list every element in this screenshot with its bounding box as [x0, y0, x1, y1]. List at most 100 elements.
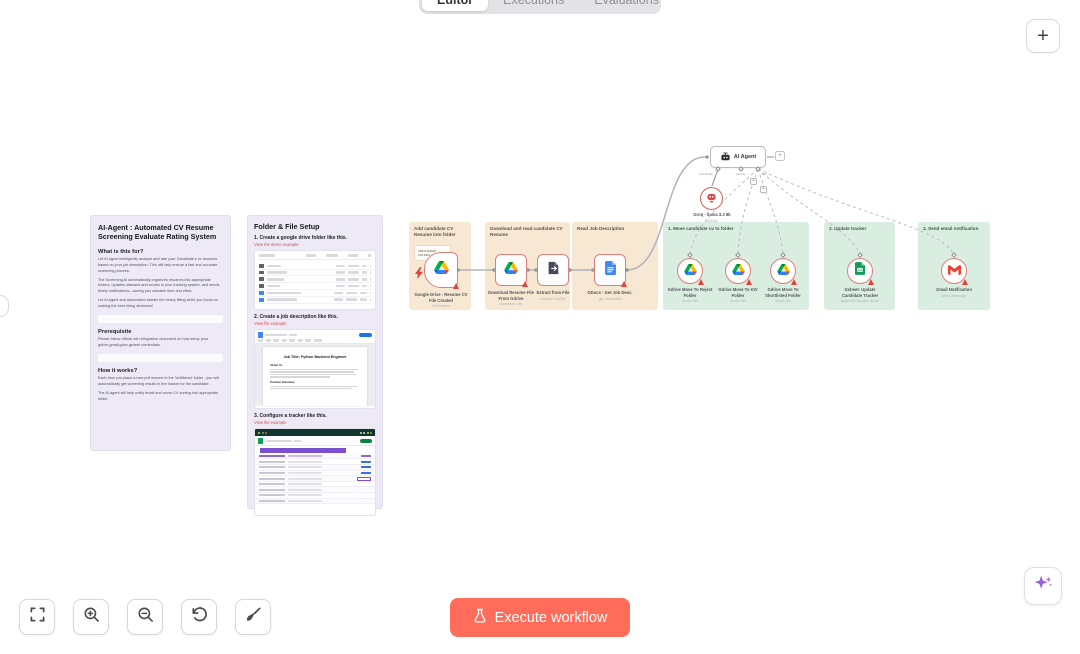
doc-section-heading: About Us	[270, 363, 283, 368]
node-label: Gdrive Move To Reject Folder move: file	[667, 287, 713, 304]
node-gsheet-update-tracker[interactable]	[847, 258, 874, 285]
note-heading: Prerequisite	[98, 328, 132, 335]
note-paragraph: The AI agent will help notify email and …	[98, 390, 219, 401]
warning-triangle-icon	[962, 279, 968, 285]
drive-row	[259, 270, 371, 277]
note-link-pill[interactable]	[98, 314, 223, 323]
folder-icon	[259, 277, 264, 282]
panel-toggle-handle[interactable]	[0, 295, 9, 317]
port-label: Tool	[761, 173, 767, 176]
node-gmail-notification[interactable]	[941, 258, 968, 285]
file-icon	[259, 297, 264, 302]
sticky-note-setup[interactable]: Folder & File Setup 1. Create a google d…	[247, 215, 383, 517]
ai-assistant-button[interactable]	[1024, 567, 1062, 605]
group-title: Read Job Description	[577, 226, 625, 231]
setup-step-3-link[interactable]: View file example	[254, 420, 287, 426]
broom-icon	[245, 606, 262, 628]
node-gdrive-move-shortlisted[interactable]	[770, 258, 797, 285]
share-button-pill	[359, 332, 372, 338]
groq-icon	[706, 190, 717, 208]
flask-icon	[473, 608, 487, 627]
execute-workflow-button[interactable]: Execute workflow	[450, 598, 630, 637]
node-gdrive-move-kiv[interactable]	[725, 258, 752, 285]
sheet-row	[255, 465, 375, 471]
tab-evaluations[interactable]: Evaluations	[594, 0, 659, 7]
group-title: 1. Move candidate cv to folder	[668, 226, 734, 231]
sticky-note-overview[interactable]: AI-Agent : Automated CV Resume Screening…	[90, 215, 231, 451]
note-link-pill[interactable]	[98, 353, 223, 362]
sheets-toolbar	[255, 436, 375, 447]
google-drive-icon	[433, 261, 449, 279]
add-tool-button[interactable]: +	[760, 186, 767, 193]
zoom-in-button[interactable]	[73, 599, 109, 635]
node-label: Download Resume File From Gdrive download…	[488, 290, 534, 307]
execute-workflow-label: Execute workflow	[494, 609, 608, 626]
sheets-browser-bar	[255, 429, 375, 437]
zoom-out-button[interactable]	[127, 599, 163, 635]
docs-page: Job Title: Python Backend Engineer About…	[263, 347, 367, 407]
sheet-row	[255, 498, 375, 505]
sheet-row	[255, 453, 375, 460]
gdocs-icon	[258, 331, 263, 339]
google-docs-icon	[604, 260, 616, 280]
node-gdrive-move-reject[interactable]	[677, 258, 704, 285]
note-title: AI-Agent : Automated CV Resume Screening…	[98, 223, 217, 242]
fit-view-icon	[29, 606, 46, 628]
fit-view-button[interactable]	[19, 599, 55, 635]
node-label: Gdrive Move To KIV Folder move: file	[718, 287, 758, 304]
group-title: 3. Send email notification	[923, 226, 979, 231]
node-label: Gdrive Move To Shortlisted Folder move: f…	[765, 287, 801, 304]
sheet-row	[255, 482, 375, 488]
undo-rotate-icon	[191, 606, 208, 628]
agent-output-endpoint[interactable]: +	[775, 151, 785, 161]
warning-triangle-icon	[453, 283, 459, 289]
add-node-button[interactable]: +	[1026, 19, 1060, 53]
selected-header-range	[260, 448, 347, 453]
node-gdocs-job-desc[interactable]	[594, 254, 627, 287]
note-paragraph: Each time you place a new pdf resume in …	[98, 376, 219, 386]
node-groq-model[interactable]	[700, 187, 723, 210]
drive-screenshot	[254, 250, 376, 311]
sheet-row	[255, 459, 375, 466]
warning-triangle-icon	[621, 281, 627, 287]
folder-icon	[259, 270, 264, 275]
node-extract-from-file[interactable]	[537, 254, 569, 286]
sheet-row	[255, 471, 375, 477]
node-label: Google Drive - Resume CV File Created fil…	[414, 292, 468, 309]
trigger-bolt-icon	[415, 266, 423, 284]
agent-label: AI Agent	[733, 154, 757, 160]
drive-row	[259, 263, 371, 270]
docs-menu-bar	[255, 339, 375, 345]
warning-triangle-icon	[791, 279, 797, 285]
google-drive-icon	[683, 262, 697, 280]
folder-icon	[259, 284, 264, 289]
google-sheets-icon	[855, 262, 865, 280]
node-label: Gmail Notification send: message	[936, 287, 972, 298]
google-drive-icon	[776, 262, 790, 280]
note-heading: What is this for?	[98, 248, 144, 255]
tab-editor[interactable]: Editor	[422, 0, 489, 11]
add-memory-button[interactable]: +	[750, 178, 757, 185]
setup-step-1-link[interactable]: View the demo example	[254, 242, 299, 248]
setup-step-1: 1. Create a google drive folder like thi…	[254, 235, 348, 242]
node-download-resume[interactable]	[495, 254, 528, 287]
reset-zoom-button[interactable]	[181, 599, 217, 635]
sheets-screenshot	[254, 428, 376, 517]
tab-executions[interactable]: Executions	[503, 0, 565, 7]
tidy-up-button[interactable]	[235, 599, 271, 635]
setup-step-2-link[interactable]: View file example	[254, 321, 287, 327]
zoom-out-icon	[137, 606, 154, 628]
node-label: Extract from File extractFromFile	[536, 290, 570, 301]
note-paragraph: Please follow official n8n integration d…	[98, 337, 209, 347]
port-label: Chat Model*	[698, 173, 714, 176]
canvas-controls	[19, 599, 271, 635]
node-gdrive-trigger[interactable]	[415, 252, 459, 289]
note-paragraph: Let AI agent intelligently analyze and r…	[98, 257, 218, 273]
node-label: Gsheet- Update Candidate Tracker appendOr…	[840, 287, 880, 304]
setup-step-2: 2. Create a job description like this.	[254, 314, 338, 321]
node-label: GDocs - Get Job Desc. get: document	[587, 290, 633, 301]
folder-icon	[259, 263, 264, 268]
node-ai-agent[interactable]: AI Agent	[710, 146, 766, 168]
sheet-row	[255, 476, 375, 482]
